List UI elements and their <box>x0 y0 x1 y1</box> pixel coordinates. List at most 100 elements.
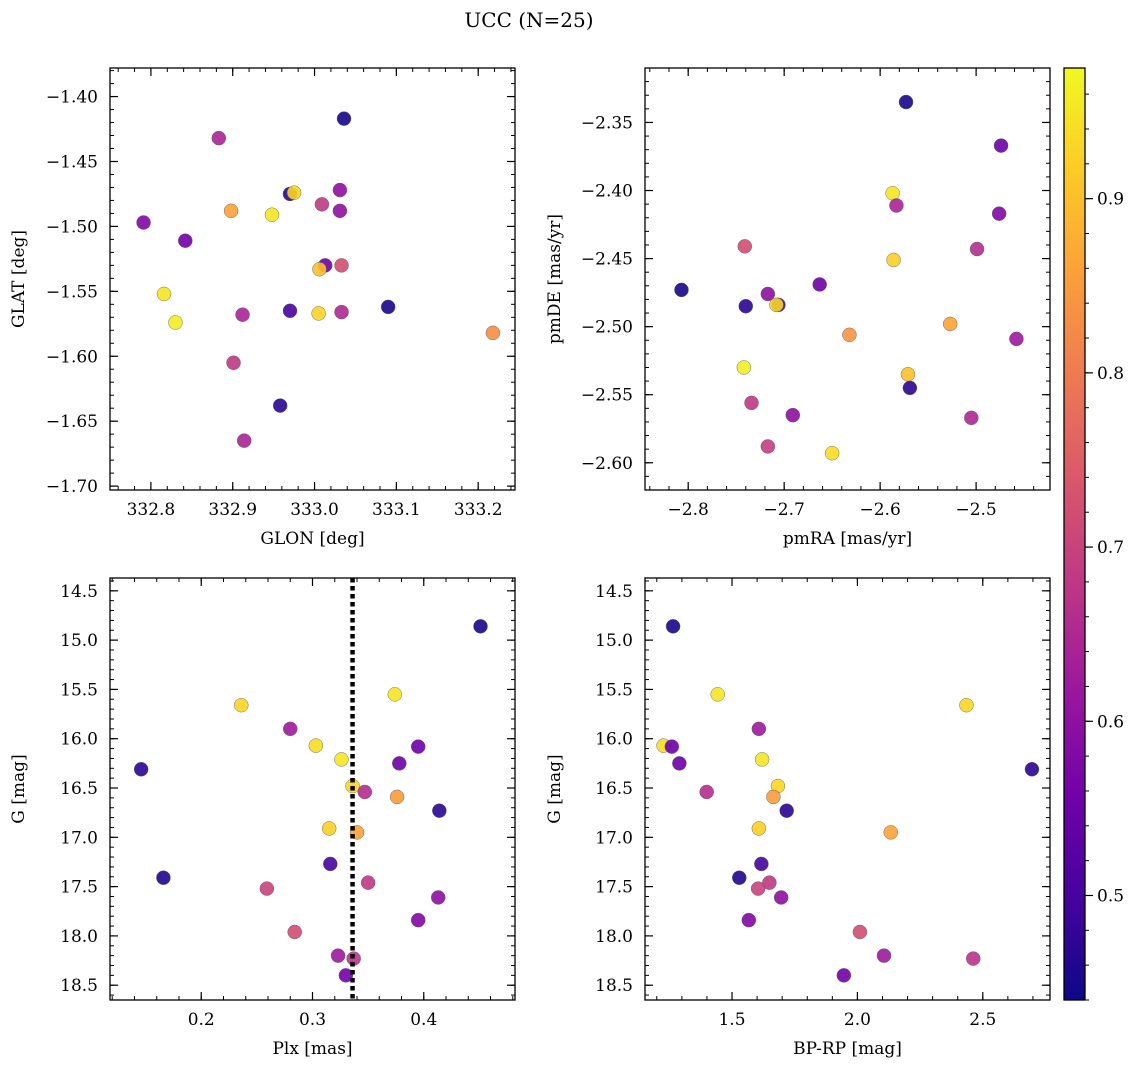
data-point <box>836 968 852 983</box>
y-tick-label: 14.5 <box>60 582 98 602</box>
y-tick-label: −2.40 <box>581 182 633 202</box>
x-tick-label: 332.8 <box>127 500 176 520</box>
y-tick-label: −1.50 <box>46 217 98 237</box>
data-point <box>431 890 446 905</box>
x-tick-label: 333.2 <box>454 500 503 520</box>
x-axis-label: GLON [deg] <box>260 529 364 549</box>
data-point <box>754 856 769 872</box>
panel-bprp-g: 1.5 2.0 2.5 14.5 15.0 15.5 16.0 16.5 17.0 17.5 18.… <box>545 577 1051 1059</box>
data-point <box>156 870 171 885</box>
data-point <box>380 299 396 315</box>
y-tick-label: 18.0 <box>60 927 98 947</box>
scatter-points <box>674 94 1024 461</box>
data-point <box>312 262 327 277</box>
data-point <box>754 752 770 767</box>
data-point <box>959 697 974 713</box>
data-point <box>885 186 900 201</box>
data-point <box>889 198 904 213</box>
x-tick-label: 0.3 <box>299 1010 326 1030</box>
y-tick-label: −2.55 <box>581 386 633 406</box>
data-point <box>323 856 338 872</box>
data-point <box>665 619 681 634</box>
x-tick-label: 333.0 <box>290 500 339 520</box>
colorbar-tick-label: 0.9 <box>1097 190 1124 210</box>
colorbar-gradient <box>1063 67 1086 1001</box>
data-point <box>852 924 868 940</box>
x-tick-label: 2.0 <box>844 1010 871 1030</box>
y-tick-label: −1.55 <box>46 282 98 302</box>
data-point <box>732 870 747 885</box>
colorbar: 0.5 0.6 0.7 0.8 0.9 <box>1063 67 1124 1001</box>
data-point <box>751 721 767 737</box>
data-point <box>750 881 766 896</box>
data-point <box>236 433 252 448</box>
data-point <box>942 316 958 332</box>
data-point <box>812 277 827 292</box>
data-point <box>900 367 916 382</box>
x-tick-label: 0.4 <box>410 1010 437 1030</box>
data-point <box>751 821 767 836</box>
data-point <box>389 789 405 805</box>
y-tick-label: 18.5 <box>60 976 98 996</box>
axes-frame <box>109 67 516 491</box>
x-tick-label: 1.5 <box>718 1010 745 1030</box>
data-point <box>876 948 892 963</box>
y-tick-label: 16.0 <box>595 730 633 750</box>
data-point <box>738 299 753 314</box>
x-axis-label: pmRA [mas/yr] <box>783 529 912 549</box>
y-tick-label: 14.5 <box>595 582 633 602</box>
y-tick-label: 17.0 <box>595 828 633 848</box>
data-point <box>314 197 330 212</box>
data-point <box>334 752 349 767</box>
y-tick-label: −2.35 <box>581 113 633 133</box>
data-point <box>156 286 172 302</box>
data-point <box>762 875 777 890</box>
scatter-points <box>133 619 488 983</box>
data-point <box>664 739 680 754</box>
y-tick-label: −1.65 <box>46 412 98 432</box>
data-point <box>485 325 501 341</box>
data-point <box>964 410 979 426</box>
data-point <box>824 446 840 461</box>
data-point <box>332 203 348 219</box>
axes-frame <box>644 577 1051 1001</box>
data-point <box>785 407 800 423</box>
y-tick-label: 16.0 <box>60 730 98 750</box>
y-tick-label: −2.50 <box>581 318 633 338</box>
data-point <box>334 258 349 273</box>
y-axis-label: G [mag] <box>545 754 565 823</box>
data-point <box>1024 762 1040 777</box>
y-tick-label: 18.0 <box>595 927 633 947</box>
x-axis-label: BP-RP [mag] <box>793 1039 902 1059</box>
data-point <box>710 687 725 702</box>
data-point <box>766 789 781 805</box>
panel-glon-glat: 332.8 332.9 333.0 333.1 333.2 −1.70 −1.65 −1.60… <box>9 67 516 549</box>
data-point <box>993 138 1009 153</box>
figure-title: UCC (N=25) <box>464 8 593 32</box>
y-tick-label: −1.45 <box>46 152 98 172</box>
y-tick-label: 18.5 <box>595 976 633 996</box>
panel-plx-g: 0.2 0.3 0.4 14.5 15.0 15.5 16.0 16.5 17.0 17.5 18.… <box>9 577 516 1059</box>
data-point <box>432 803 447 818</box>
data-point <box>332 182 348 198</box>
data-point <box>282 303 298 319</box>
y-tick-label: 16.5 <box>60 779 98 799</box>
data-point <box>311 306 326 321</box>
data-point <box>235 307 250 322</box>
data-point <box>898 94 914 110</box>
y-tick-label: −1.70 <box>46 477 98 497</box>
y-tick-label: 15.5 <box>595 680 633 700</box>
x-tick-label: −2.6 <box>859 500 900 520</box>
data-point <box>334 304 349 320</box>
x-tick-label: −2.5 <box>955 500 996 520</box>
data-point <box>411 912 426 928</box>
axes-frame <box>644 67 1051 491</box>
data-point <box>737 239 753 254</box>
data-point <box>136 215 151 230</box>
y-tick-label: 17.5 <box>60 878 98 898</box>
data-point <box>336 111 352 126</box>
data-point <box>226 355 241 370</box>
x-tick-label: −2.7 <box>764 500 805 520</box>
data-point <box>223 203 239 219</box>
